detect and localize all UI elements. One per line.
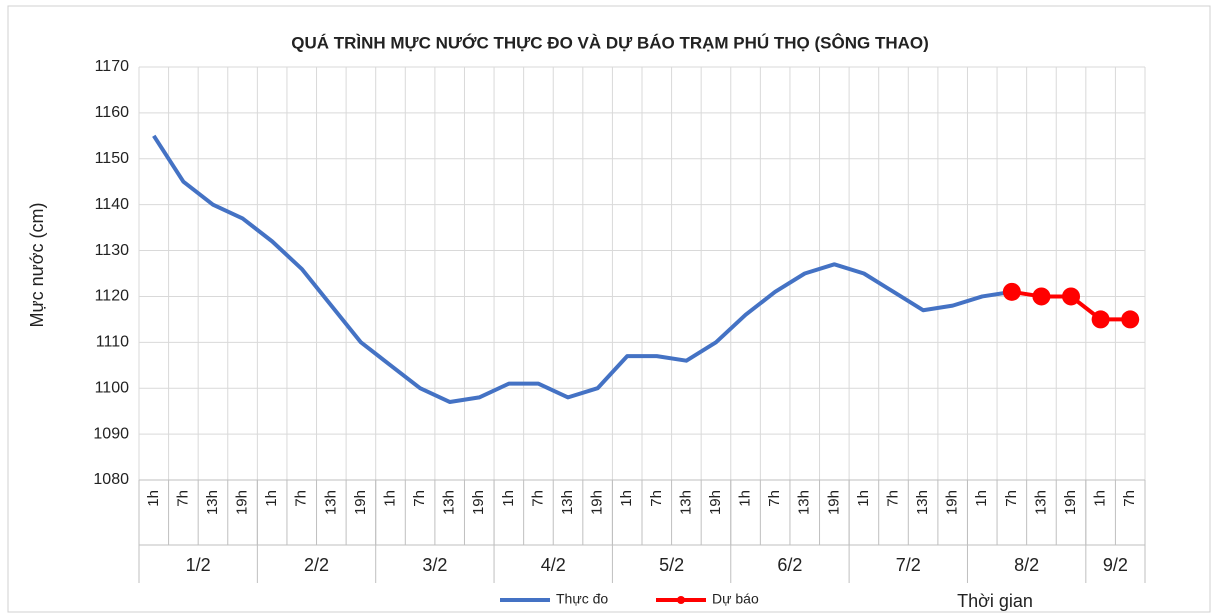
x-tick-label: 19h [234,490,251,515]
y-tick-label: 1120 [95,288,130,305]
x-tick-label: 13h [441,490,458,515]
data-point [1002,282,1021,301]
legend-marker [677,596,685,604]
x-tick-label: 1h [381,490,398,507]
x-tick-label: 7h [293,490,310,507]
group-label: 5/2 [659,555,684,575]
group-label: 9/2 [1103,555,1128,575]
group-label: 3/2 [422,555,447,575]
y-tick-label: 1160 [95,104,130,121]
chart-title: QUÁ TRÌNH MỰC NƯỚC THỰC ĐO VÀ DỰ BÁO TRẠ… [291,33,929,52]
x-tick-label: 19h [470,490,487,515]
x-tick-label: 19h [944,490,961,515]
data-point [1032,287,1051,306]
x-tick-label: 13h [559,490,576,515]
y-tick-label: 1140 [95,196,130,213]
x-tick-label: 7h [411,490,428,507]
x-tick-label: 7h [174,490,191,507]
x-tick-label: 7h [648,490,665,507]
group-label: 2/2 [304,555,329,575]
y-tick-label: 1080 [93,471,129,488]
x-tick-label: 1h [618,490,635,507]
x-tick-label: 13h [677,490,694,515]
x-axis-label: Thời gian [957,591,1033,611]
x-tick-label: 19h [1062,490,1079,515]
y-axis-label: Mực nước (cm) [27,203,47,328]
series-line [152,134,1013,404]
x-tick-label: 13h [1032,490,1049,515]
x-tick-label: 1h [500,490,517,507]
x-tick-label: 7h [529,490,546,507]
group-label: 7/2 [896,555,921,575]
y-tick-label: 1150 [95,150,130,167]
x-tick-label: 13h [914,490,931,515]
x-tick-label: 19h [352,490,369,515]
x-tick-label: 7h [1003,490,1020,507]
group-label: 4/2 [541,555,566,575]
x-tick-label: 1h [263,490,280,507]
y-tick-label: 1170 [95,58,130,75]
group-label: 1/2 [186,555,211,575]
y-tick-label: 1090 [93,425,129,442]
y-tick-label: 1100 [95,379,130,396]
y-tick-label: 1130 [95,242,130,259]
data-point [1091,310,1110,329]
x-tick-label: 7h [766,490,783,507]
x-tick-label: 13h [322,490,339,515]
legend-label: Dự báo [712,591,759,607]
x-tick-label: 19h [707,490,724,515]
chart-border [7,5,1211,613]
x-tick-label: 1h [737,490,754,507]
group-label: 6/2 [777,555,802,575]
x-tick-label: 1h [855,490,872,507]
group-label: 8/2 [1014,555,1039,575]
x-tick-label: 7h [1121,490,1138,507]
x-tick-label: 7h [884,490,901,507]
x-tick-label: 13h [204,490,221,515]
data-point [1121,310,1140,329]
x-tick-label: 19h [589,490,606,515]
y-tick-label: 1110 [96,334,129,351]
x-tick-label: 19h [825,490,842,515]
x-tick-label: 13h [796,490,813,515]
x-tick-label: 1h [1092,490,1109,507]
legend-label: Thực đo [556,591,608,607]
x-tick-label: 1h [145,490,162,507]
data-point [1062,287,1081,306]
x-tick-label: 1h [973,490,990,507]
